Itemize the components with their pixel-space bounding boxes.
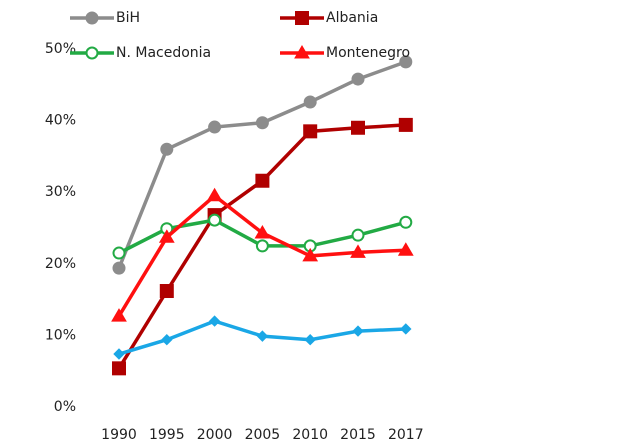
legend-label: Albania [326, 10, 378, 26]
marker [399, 55, 413, 69]
marker [254, 225, 271, 239]
x-tick-label: 1995 [149, 427, 185, 443]
y-tick-label: 30% [45, 184, 76, 200]
marker [112, 261, 126, 275]
marker [208, 120, 222, 134]
legend-label: BiH [116, 10, 140, 26]
marker [304, 333, 316, 346]
marker [85, 46, 99, 60]
marker [206, 187, 223, 202]
x-tick-label: 1990 [101, 427, 137, 443]
marker [85, 11, 99, 25]
marker [352, 325, 364, 337]
x-tick-label: 2015 [340, 427, 376, 443]
marker [255, 116, 269, 130]
marker [159, 284, 174, 299]
marker [351, 120, 365, 135]
marker [111, 308, 127, 322]
y-tick-label: 40% [45, 113, 76, 129]
marker [398, 117, 413, 132]
marker [303, 124, 318, 139]
marker [350, 244, 366, 258]
x-tick-label: 2005 [245, 427, 281, 443]
y-tick-label: 50% [45, 41, 76, 57]
marker [112, 361, 126, 376]
x-tick-label: 2000 [197, 427, 233, 443]
marker [208, 213, 222, 227]
legend-label: N. Macedonia [116, 45, 211, 61]
marker [351, 72, 365, 86]
marker [161, 333, 173, 346]
marker [158, 229, 175, 243]
y-tick-label: 10% [45, 327, 76, 343]
x-tick-label: 2010 [292, 427, 328, 443]
marker [397, 242, 414, 256]
marker [400, 323, 412, 335]
x-tick-label: 2017 [388, 427, 424, 443]
y-tick-label: 20% [45, 256, 76, 272]
marker [112, 246, 126, 260]
marker [294, 45, 310, 59]
marker [303, 95, 317, 109]
marker [255, 173, 270, 188]
marker [256, 330, 269, 342]
marker [255, 239, 269, 253]
y-tick-label: 0% [54, 399, 76, 415]
marker [302, 247, 319, 262]
marker [295, 11, 309, 25]
marker [160, 142, 174, 156]
marker [113, 348, 125, 360]
marker [208, 315, 221, 327]
marker [351, 228, 365, 242]
legend-label: Montenegro [326, 45, 410, 61]
marker [399, 215, 413, 229]
